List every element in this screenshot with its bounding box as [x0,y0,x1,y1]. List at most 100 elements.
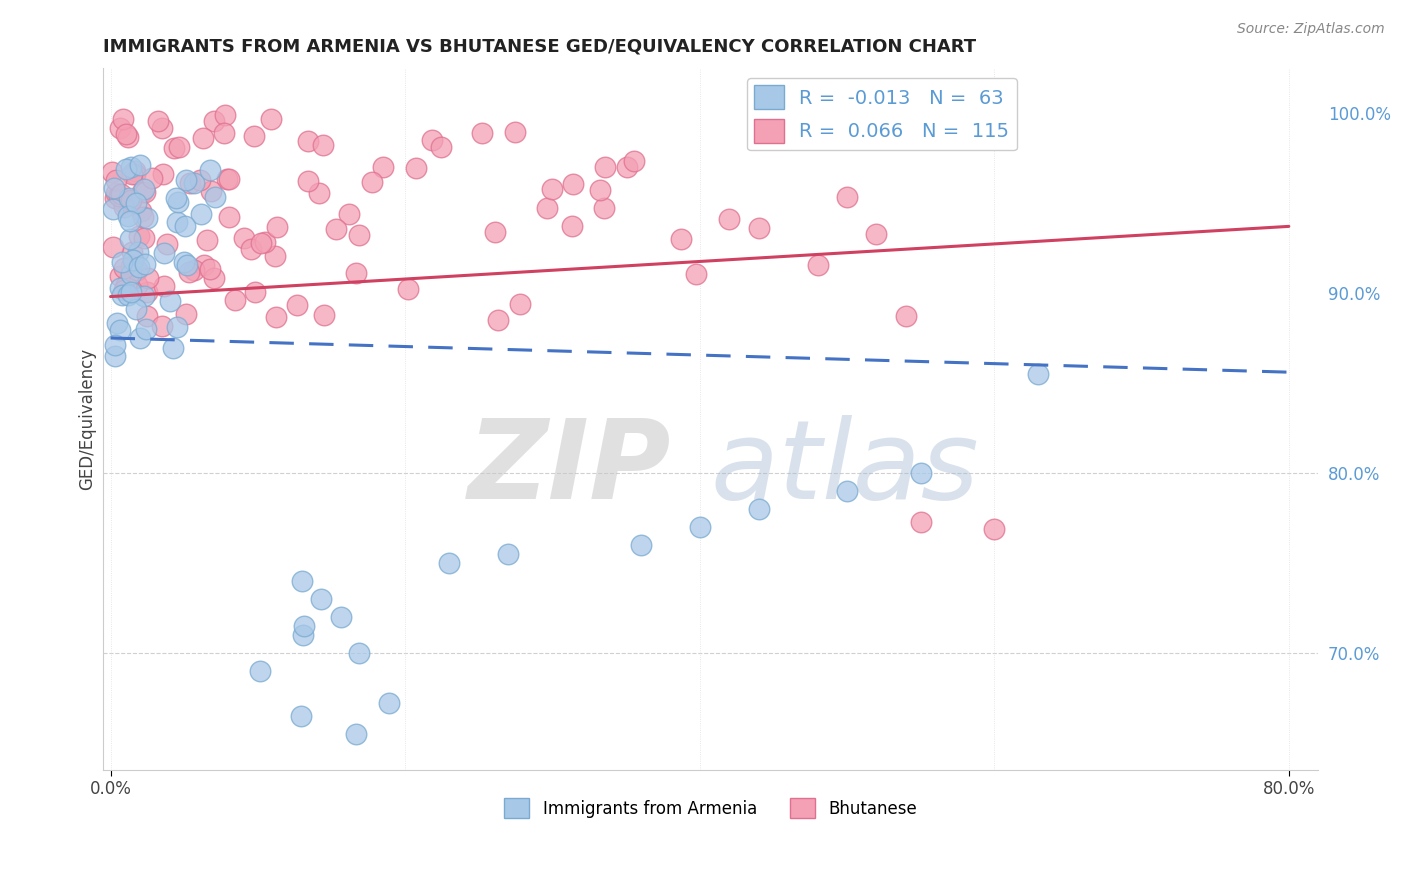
Point [134,289,156,303]
Point [111,112,134,127]
Point [131,186,153,200]
Point [249,664,271,678]
Point [212,126,235,140]
Point [312,308,335,322]
Point [165,191,187,205]
Point [405,161,427,176]
Point [561,178,583,192]
Point [103,181,125,195]
Point [349,228,371,243]
Point [616,161,638,175]
Point [297,174,319,188]
Point [174,173,197,187]
Point [285,298,308,312]
Point [129,158,152,172]
Point [117,274,139,288]
Point [118,232,141,246]
Point [135,285,157,300]
Point [134,230,156,244]
Point [240,242,263,256]
Point [589,183,612,197]
Point [114,283,136,297]
Point [128,228,150,243]
Point [114,278,136,293]
Point [983,522,1005,536]
Point [337,207,360,221]
Point [177,265,200,279]
Point [291,574,314,588]
Point [183,176,205,190]
Point [117,288,139,302]
Point [150,120,173,135]
Point [344,266,367,280]
Point [107,188,129,202]
Point [198,262,221,277]
Point [623,154,645,169]
Point [593,201,616,215]
Point [910,466,932,480]
Point [127,245,149,260]
Text: IMMIGRANTS FROM ARMENIA VS BHUTANESE GED/EQUIVALENCY CORRELATION CHART: IMMIGRANTS FROM ARMENIA VS BHUTANESE GED… [103,37,976,55]
Point [125,278,148,293]
Point [254,235,277,250]
Point [595,160,617,174]
Y-axis label: GED/Equivalency: GED/Equivalency [79,348,96,490]
Point [103,240,125,254]
Point [290,709,312,723]
Point [124,167,146,181]
Point [778,128,800,142]
Point [159,294,181,309]
Point [865,227,887,241]
Point [198,163,221,178]
Point [136,271,159,285]
Point [173,219,195,233]
Point [131,210,153,224]
Point [104,172,127,186]
Point [193,258,215,272]
Point [108,281,131,295]
Point [167,140,190,154]
Point [110,187,132,202]
Point [112,196,135,211]
Point [486,313,509,327]
Point [183,263,205,277]
Point [309,592,332,607]
Point [243,129,266,144]
Point [118,213,141,227]
Point [166,319,188,334]
Point [112,200,135,214]
Point [176,258,198,272]
Point [939,116,962,130]
Point [360,175,382,189]
Point [195,233,218,247]
Point [630,538,652,552]
Point [150,319,173,334]
Point [120,267,142,281]
Point [108,323,131,337]
Point [101,165,124,179]
Point [121,245,143,260]
Point [471,126,494,140]
Point [152,167,174,181]
Point [125,302,148,317]
Point [166,194,188,209]
Point [135,211,157,226]
Point [264,310,287,324]
Point [439,556,461,570]
Point [312,137,335,152]
Point [718,211,741,226]
Point [174,307,197,321]
Point [297,134,319,148]
Point [125,195,148,210]
Point [134,182,156,196]
Point [128,331,150,345]
Point [835,190,858,204]
Point [162,341,184,355]
Point [496,547,519,561]
Point [125,263,148,277]
Point [218,171,240,186]
Point [135,322,157,336]
Point [190,207,212,221]
Point [117,209,139,223]
Point [134,186,156,200]
